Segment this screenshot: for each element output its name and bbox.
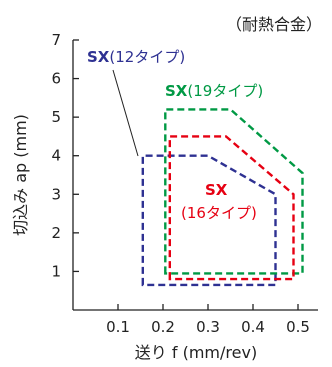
y-ticks: 1 2 3 4 5 6 7 [51,31,79,280]
sx12-region-outline [141,154,277,287]
sx16-label-bold: SX [205,181,228,199]
y-tick-label-3: 3 [51,185,61,203]
x-tick-label-0.5: 0.5 [286,318,310,336]
x-axis-title: 送り f (mm/rev) [135,343,257,362]
y-tick-label-5: 5 [51,108,61,126]
y-axis-title: 切込み ap (mm) [11,114,30,236]
y-tick-label-1: 1 [51,262,61,280]
series-group [141,108,304,287]
x-ticks: 0.1 0.2 0.3 0.4 0.5 [106,304,310,336]
x-tick-label-0.1: 0.1 [106,318,130,336]
sx19-label-rest: (19タイプ) [187,82,263,100]
sx19-region-outline [164,108,304,275]
sx12-leader-line [112,69,139,157]
y-tick-label-4: 4 [51,147,61,165]
x-tick-label-0.4: 0.4 [241,318,265,336]
sx12-label-bold: SX [87,48,110,66]
sx19-label: SX(19タイプ) [165,82,263,100]
sx12-label: SX(12タイプ) [87,48,185,66]
chart-note: （耐熱合金） [226,15,322,34]
sx19-label-bold: SX [165,82,188,100]
sx12-label-rest: (12タイプ) [109,48,185,66]
sx16-label-rest: (16タイプ) [181,204,257,222]
x-tick-label-0.2: 0.2 [151,318,175,336]
y-tick-label-2: 2 [51,224,61,242]
sx16-region-outline [168,135,295,281]
y-tick-label-6: 6 [51,70,61,88]
y-tick-label-7: 7 [51,31,61,49]
x-tick-label-0.3: 0.3 [196,318,220,336]
